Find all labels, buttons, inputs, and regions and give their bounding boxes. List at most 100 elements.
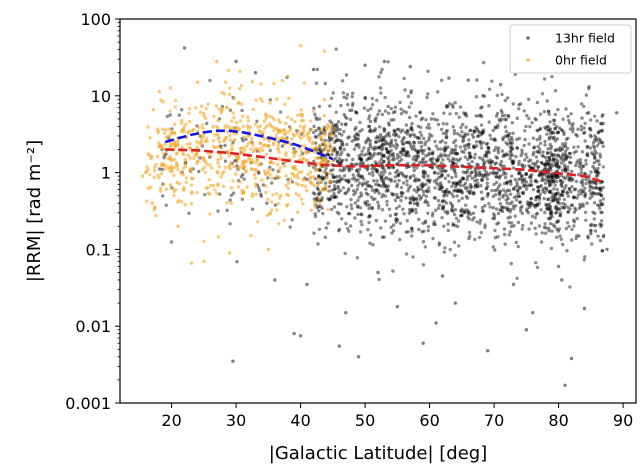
point-13hr [546, 175, 551, 179]
point-13hr [517, 162, 521, 166]
point-13hr [538, 126, 543, 131]
point-0hr [173, 98, 178, 103]
point-13hr [337, 190, 341, 195]
point-13hr [381, 142, 385, 146]
point-13hr [421, 341, 425, 345]
point-13hr [531, 153, 535, 157]
point-0hr [161, 163, 165, 168]
point-13hr [466, 212, 470, 216]
point-13hr [438, 181, 443, 185]
point-13hr [511, 282, 516, 287]
point-13hr [559, 183, 563, 187]
point-13hr [391, 269, 395, 273]
point-13hr [409, 101, 413, 105]
point-0hr [245, 185, 249, 189]
point-13hr [579, 192, 584, 196]
point-13hr [589, 135, 593, 139]
point-13hr [377, 75, 381, 79]
point-13hr [365, 199, 370, 204]
point-13hr [483, 225, 487, 230]
point-13hr [524, 180, 529, 184]
point-0hr [251, 143, 255, 147]
point-13hr [439, 186, 444, 190]
point-0hr [170, 169, 174, 174]
point-13hr [596, 131, 600, 135]
point-13hr [555, 220, 559, 225]
point-13hr [387, 157, 391, 162]
point-13hr [493, 138, 498, 142]
point-13hr [416, 187, 420, 192]
point-13hr [599, 122, 604, 126]
point-13hr [359, 219, 363, 224]
point-13hr [387, 121, 391, 125]
point-0hr [172, 157, 176, 162]
point-13hr [330, 152, 334, 157]
point-13hr [426, 69, 430, 74]
point-13hr [487, 120, 491, 124]
point-13hr [316, 187, 320, 192]
point-13hr [534, 212, 538, 216]
point-13hr [375, 98, 379, 103]
point-13hr [472, 216, 476, 220]
point-13hr [392, 129, 396, 133]
point-13hr [574, 236, 578, 241]
point-13hr [570, 178, 574, 182]
point-13hr [231, 359, 235, 363]
point-13hr [574, 163, 578, 168]
point-13hr [558, 165, 562, 169]
point-13hr [547, 155, 551, 160]
point-0hr [177, 199, 181, 203]
point-13hr [394, 212, 399, 216]
point-13hr [473, 205, 477, 209]
point-0hr [204, 186, 208, 190]
point-13hr [565, 191, 569, 195]
point-13hr [187, 211, 191, 215]
point-13hr [483, 204, 487, 208]
point-0hr [299, 197, 304, 201]
point-13hr [555, 235, 559, 239]
point-0hr [286, 115, 290, 120]
point-13hr [506, 113, 511, 118]
point-13hr [536, 144, 540, 149]
point-13hr [494, 161, 498, 165]
point-0hr [155, 154, 160, 159]
point-13hr [480, 176, 485, 180]
point-0hr [278, 120, 282, 125]
point-13hr [511, 160, 516, 165]
point-13hr [524, 124, 528, 129]
point-13hr [367, 171, 372, 176]
point-13hr [554, 157, 558, 161]
point-13hr [427, 147, 432, 152]
point-13hr [383, 194, 388, 198]
point-13hr [505, 207, 510, 212]
point-13hr [290, 218, 294, 222]
point-13hr [349, 162, 354, 166]
point-0hr [188, 167, 192, 171]
point-13hr [437, 241, 442, 245]
point-13hr [446, 104, 450, 109]
point-13hr [497, 176, 502, 180]
point-13hr [444, 105, 449, 109]
point-13hr [377, 183, 381, 188]
point-13hr [509, 179, 513, 183]
point-13hr [545, 188, 549, 192]
point-13hr [373, 190, 377, 194]
point-13hr [548, 181, 552, 185]
point-13hr [419, 133, 424, 137]
point-13hr [437, 167, 442, 171]
point-13hr [363, 202, 368, 206]
point-13hr [461, 177, 466, 181]
point-13hr [255, 119, 259, 124]
point-13hr [520, 174, 524, 178]
point-13hr [498, 119, 502, 123]
point-13hr [434, 208, 438, 212]
point-13hr [451, 181, 455, 185]
point-13hr [538, 134, 542, 139]
point-13hr [373, 160, 377, 164]
point-13hr [433, 170, 437, 174]
point-13hr [422, 136, 426, 141]
point-0hr [216, 158, 220, 162]
point-13hr [559, 237, 564, 241]
point-13hr [463, 134, 467, 138]
point-13hr [540, 161, 544, 165]
